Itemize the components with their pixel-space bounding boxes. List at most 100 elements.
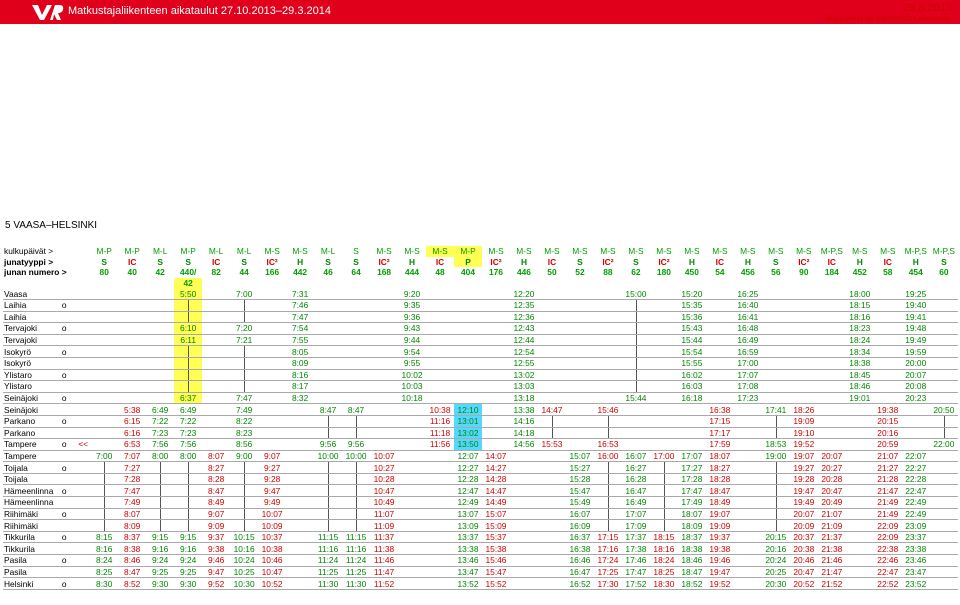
numbers-cell: 46 xyxy=(323,267,333,278)
time-cell xyxy=(761,380,790,393)
spacer xyxy=(3,278,90,289)
time-cell xyxy=(426,369,455,382)
arrival-marker xyxy=(61,380,77,393)
pass-through-line xyxy=(621,299,650,312)
time-cell xyxy=(873,380,902,393)
time-cell xyxy=(286,519,315,532)
time-cell xyxy=(454,322,482,335)
time-cell: 8:25 xyxy=(90,566,119,579)
time-cell: 21:09 xyxy=(817,519,846,532)
time-cell: 10:47 xyxy=(258,566,287,579)
time-cell xyxy=(621,415,650,428)
time-cell: 19:28 xyxy=(789,473,818,486)
numbers-cell: 54 xyxy=(715,267,725,278)
number-extra-cell xyxy=(930,278,958,289)
time-cell xyxy=(90,322,119,335)
time-cell: 16:25 xyxy=(733,288,762,300)
numbers-cell: 442 xyxy=(293,267,308,278)
time-cell xyxy=(537,577,566,590)
time-cell: 7:28 xyxy=(118,473,147,486)
pass-through-line xyxy=(593,496,622,509)
time-cell xyxy=(705,311,734,324)
transfer-marker xyxy=(76,461,91,474)
time-cell xyxy=(593,345,622,358)
station-row: Toijala 7:28 8:28 9:28 10:28 12:28 14:28 15:28 1… xyxy=(3,473,958,486)
pass-through-line xyxy=(621,380,650,393)
time-cell: 17:59 xyxy=(705,438,734,451)
time-cell: 12:44 xyxy=(509,334,538,347)
time-cell: 19:00 xyxy=(761,450,790,463)
time-cell xyxy=(482,357,510,370)
time-cell: 14:56 xyxy=(509,438,538,451)
time-cell xyxy=(286,461,315,474)
pass-through-line xyxy=(174,380,203,393)
number-extra-cell xyxy=(594,278,622,289)
time-cell: 15:47 xyxy=(565,484,594,498)
time-cell xyxy=(482,299,510,312)
time-cell: 8:52 xyxy=(118,577,147,590)
types-cell: IC xyxy=(827,256,836,267)
number-extra-cell xyxy=(118,278,146,289)
time-cell: 21:38 xyxy=(817,542,846,556)
time-cell: 13:18 xyxy=(509,392,538,405)
time-cell: 18:26 xyxy=(789,403,818,416)
time-cell xyxy=(705,357,734,370)
days-row: kulkupäivät > M-P M-P M-L M-P M-L M-L M-S M-S M-L… xyxy=(3,246,958,257)
pass-through-line xyxy=(174,473,203,486)
time-cell: 21:07 xyxy=(873,450,902,463)
time-cell xyxy=(258,288,287,300)
station-row: Riihimäki 8:09 9:09 10:09 11:09 13:09 15:09 16:… xyxy=(3,519,958,532)
time-cell xyxy=(929,334,958,347)
time-cell: 18:38 xyxy=(677,542,706,556)
number-extra-cell: 42 xyxy=(174,277,203,289)
time-cell: 9:09 xyxy=(202,519,231,532)
time-cell: 8:16 xyxy=(286,369,315,382)
time-cell xyxy=(929,496,958,509)
pass-through-line xyxy=(230,461,259,474)
time-cell: 13:38 xyxy=(509,403,538,416)
number-extra-cell xyxy=(230,278,258,289)
time-cell: 9:15 xyxy=(146,531,175,544)
time-cell xyxy=(258,299,287,312)
time-cell xyxy=(426,542,455,556)
time-cell: 8:56 xyxy=(230,438,259,451)
time-cell xyxy=(258,334,287,347)
time-cell: 7:47 xyxy=(286,311,315,324)
time-cell xyxy=(537,554,566,567)
pass-through-line xyxy=(649,496,678,509)
arrival-marker xyxy=(61,334,77,347)
time-cell xyxy=(314,299,343,312)
time-cell: 13:52 xyxy=(454,577,482,590)
number-extra-cell xyxy=(454,278,482,289)
pass-through-line xyxy=(342,508,371,521)
time-cell: 22:28 xyxy=(901,473,930,486)
transfer-marker xyxy=(76,334,91,347)
time-cell xyxy=(677,415,706,428)
types-cell: IC xyxy=(128,256,137,267)
pass-through-line xyxy=(649,461,678,474)
time-cell: 11:09 xyxy=(370,519,399,532)
time-cell xyxy=(482,311,510,324)
time-cell xyxy=(761,357,790,370)
time-cell: 17:27 xyxy=(677,461,706,474)
time-cell: 7:49 xyxy=(118,496,147,509)
changes-notice: Muutokset on korostettu turkoosilla. xyxy=(826,14,952,23)
time-cell xyxy=(202,369,231,382)
time-cell: 20:52 xyxy=(789,577,818,590)
station-name: Helsinki xyxy=(3,577,62,590)
time-cell xyxy=(370,438,399,451)
station-row: Seinäjoki o 6:37 7:47 8:32 10:18 13:18 15:44 16:… xyxy=(3,392,958,405)
time-cell xyxy=(873,322,902,335)
time-cell: 23:38 xyxy=(901,542,930,556)
number-extra-cell xyxy=(398,278,426,289)
time-cell: 8:27 xyxy=(202,461,231,474)
time-cell: 9:24 xyxy=(146,554,175,567)
time-cell: 15:28 xyxy=(565,473,594,486)
time-cell xyxy=(733,519,762,532)
time-cell xyxy=(565,369,594,382)
arrival-marker: o xyxy=(61,299,77,312)
types-cell: IC xyxy=(435,256,445,267)
time-cell: 16:07 xyxy=(621,450,650,463)
time-cell xyxy=(649,415,678,428)
time-cell xyxy=(314,380,343,393)
